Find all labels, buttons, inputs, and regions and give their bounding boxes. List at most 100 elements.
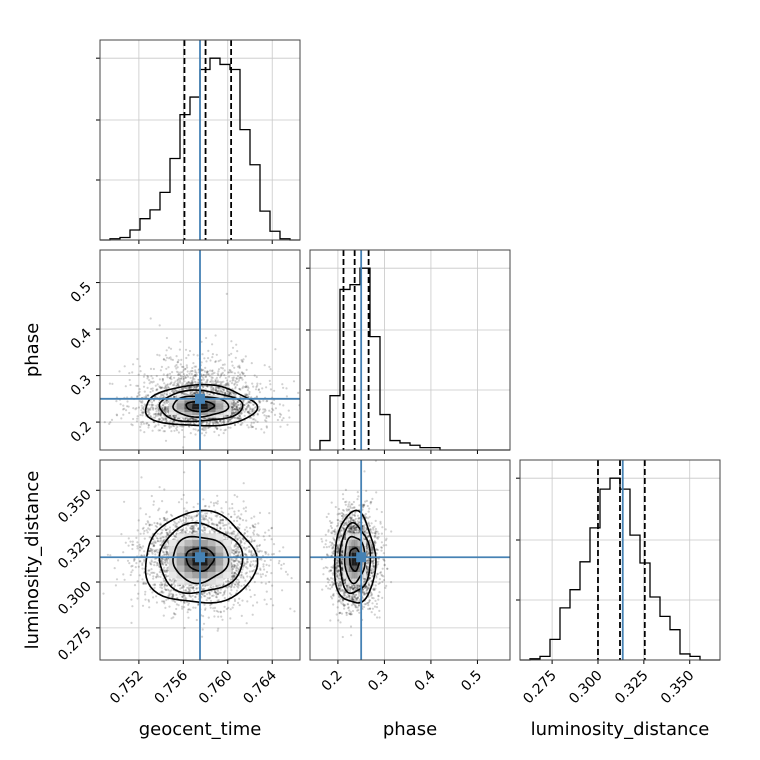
2d-geocent_time_vs_luminosity_distance-sample [126, 559, 130, 562]
2d-geocent_time_vs_phase-sample [262, 399, 265, 402]
2d-geocent_time_vs_phase-sample [148, 412, 151, 415]
2d-geocent_time_vs_luminosity_distance-sample [158, 507, 161, 510]
2d-geocent_time_vs_phase-sample [188, 381, 192, 385]
2d-geocent_time_vs_luminosity_distance-sample [131, 540, 134, 543]
2d-geocent_time_vs_luminosity_distance-sample [153, 540, 156, 543]
2d-geocent_time_vs_luminosity_distance-sample [156, 574, 159, 577]
2d-geocent_time_vs_phase-sample [154, 407, 158, 410]
2d-geocent_time_vs_phase-sample [240, 358, 243, 362]
2d-geocent_time_vs_phase-sample [115, 413, 118, 416]
2d-geocent_time_vs_luminosity_distance-sample [136, 580, 139, 583]
2d-geocent_time_vs_luminosity_distance-sample [153, 521, 156, 525]
2d-geocent_time_vs_luminosity_distance-sample [152, 596, 155, 599]
2d-geocent_time_vs_phase-sample [238, 416, 241, 419]
2d-geocent_time_vs_phase-sample [208, 374, 211, 377]
2d-geocent_time_vs_luminosity_distance-sample [138, 543, 141, 546]
2d-geocent_time_vs_luminosity_distance-sample [155, 564, 158, 567]
2d-geocent_time_vs_phase-sample [251, 382, 254, 385]
2d-geocent_time_vs_luminosity_distance-sample [188, 530, 191, 534]
2d-geocent_time_vs_phase-sample [268, 409, 271, 412]
2d-geocent_time_vs_phase-sample [234, 410, 237, 413]
2d-geocent_time_vs_phase-sample [230, 417, 233, 420]
2d-geocent_time_vs_luminosity_distance-sample [181, 605, 184, 608]
2d-geocent_time_vs_phase-sample [256, 420, 259, 423]
2d-geocent_time_vs_luminosity_distance-sample [236, 564, 240, 567]
2d-geocent_time_vs_luminosity_distance-sample [170, 589, 173, 592]
2d-geocent_time_vs_phase-sample [219, 428, 222, 431]
2d-geocent_time_vs_luminosity_distance-sample [237, 527, 240, 530]
2d-geocent_time_vs_phase-sample [159, 386, 162, 389]
2d-geocent_time_vs_luminosity_distance-sample [189, 589, 192, 592]
2d-geocent_time_vs_phase-sample [236, 406, 239, 409]
2d-geocent_time_vs_luminosity_distance-sample [234, 535, 237, 538]
2d-geocent_time_vs_luminosity_distance-sample [247, 545, 250, 549]
2d-geocent_time_vs_luminosity_distance-sample [218, 520, 221, 524]
2d-geocent_time_vs_phase-sample [207, 417, 210, 420]
2d-geocent_time_vs_phase-sample [173, 383, 176, 387]
2d-geocent_time_vs_phase-sample [176, 384, 179, 387]
2d-geocent_time_vs_luminosity_distance-sample [207, 521, 210, 524]
2d-geocent_time_vs_phase-sample [182, 369, 185, 372]
2d-geocent_time_vs_phase-sample [233, 416, 236, 419]
2d-geocent_time_vs_phase-sample [152, 420, 155, 423]
2d-geocent_time_vs_luminosity_distance-sample [153, 544, 156, 547]
2d-geocent_time_vs_phase-density-cell [207, 394, 216, 398]
2d-geocent_time_vs_phase-sample [248, 390, 251, 394]
2d-geocent_time_vs_phase-sample [245, 407, 248, 410]
2d-geocent_time_vs_phase-density-cell [168, 409, 177, 413]
2d-geocent_time_vs_phase-sample [134, 408, 137, 411]
2d-geocent_time_vs_luminosity_distance-sample [231, 606, 234, 609]
2d-geocent_time_vs_luminosity_distance-sample [203, 518, 206, 521]
2d-geocent_time_vs_luminosity_distance-sample [113, 567, 116, 570]
2d-geocent_time_vs_luminosity_distance-sample [235, 552, 238, 555]
2d-geocent_time_vs_phase-sample [140, 409, 143, 412]
2d-geocent_time_vs_phase-sample [191, 376, 195, 379]
2d-geocent_time_vs_phase-sample [233, 383, 236, 386]
2d-geocent_time_vs_phase-sample [203, 370, 206, 373]
2d-geocent_time_vs_luminosity_distance-sample [190, 531, 193, 534]
2d-geocent_time_vs_luminosity_distance-sample [174, 522, 177, 525]
2d-geocent_time_vs_phase-sample [169, 356, 172, 359]
2d-geocent_time_vs_phase-sample [185, 387, 189, 390]
2d-geocent_time_vs_phase-sample [246, 389, 250, 392]
2d-geocent_time_vs_luminosity_distance-sample [187, 587, 190, 591]
2d-geocent_time_vs_phase-density-cell [223, 400, 232, 404]
2d-geocent_time_vs_phase-sample [286, 423, 289, 426]
2d-geocent_time_vs_luminosity_distance-sample [187, 602, 190, 605]
2d-geocent_time_vs_phase-sample [288, 416, 291, 419]
2d-geocent_time_vs_luminosity_distance-sample [155, 595, 158, 598]
2d-geocent_time_vs_luminosity_distance-sample [142, 532, 145, 535]
2d-geocent_time_vs_phase-sample [225, 414, 229, 418]
2d-geocent_time_vs_phase-sample [241, 387, 244, 390]
2d-geocent_time_vs_luminosity_distance-sample [156, 537, 159, 540]
2d-geocent_time_vs_luminosity_distance-sample [163, 517, 166, 521]
2d-geocent_time_vs_luminosity_distance-sample [231, 507, 234, 510]
2d-geocent_time_vs_phase-sample [128, 372, 131, 375]
2d-geocent_time_vs_phase-sample [180, 358, 183, 361]
2d-geocent_time_vs_luminosity_distance-sample [168, 593, 171, 597]
2d-geocent_time_vs_luminosity_distance-sample [138, 574, 141, 577]
2d-geocent_time_vs_phase-sample [270, 411, 273, 414]
2d-geocent_time_vs_phase-sample [164, 418, 167, 421]
2d-geocent_time_vs_luminosity_distance-sample [231, 565, 234, 568]
2d-geocent_time_vs_phase-sample [222, 432, 225, 435]
2d-geocent_time_vs_luminosity_distance-sample [231, 570, 234, 573]
2d-geocent_time_vs_phase-sample [205, 371, 208, 374]
2d-geocent_time_vs_phase-sample [176, 425, 179, 428]
2d-geocent_time_vs_phase-sample [219, 359, 222, 362]
2d-geocent_time_vs_luminosity_distance-sample [258, 543, 261, 547]
2d-geocent_time_vs_luminosity_distance-sample [161, 557, 164, 561]
2d-geocent_time_vs_phase-sample [193, 392, 196, 395]
2d-geocent_time_vs_phase-sample [172, 415, 175, 418]
2d-geocent_time_vs_phase-sample [237, 409, 240, 412]
2d-geocent_time_vs_phase-sample [211, 343, 214, 346]
2d-geocent_time_vs_phase-sample [148, 403, 151, 406]
2d-geocent_time_vs_phase-sample [221, 387, 224, 390]
2d-geocent_time_vs_luminosity_distance-sample [259, 573, 262, 576]
2d-geocent_time_vs_phase-sample [205, 373, 208, 376]
2d-geocent_time_vs_luminosity_distance-sample [239, 553, 242, 557]
2d-geocent_time_vs_phase-sample [159, 418, 162, 421]
2d-geocent_time_vs_phase-sample [227, 390, 230, 393]
2d-geocent_time_vs_phase-sample [265, 420, 268, 423]
2d-geocent_time_vs_phase-sample [263, 408, 266, 411]
